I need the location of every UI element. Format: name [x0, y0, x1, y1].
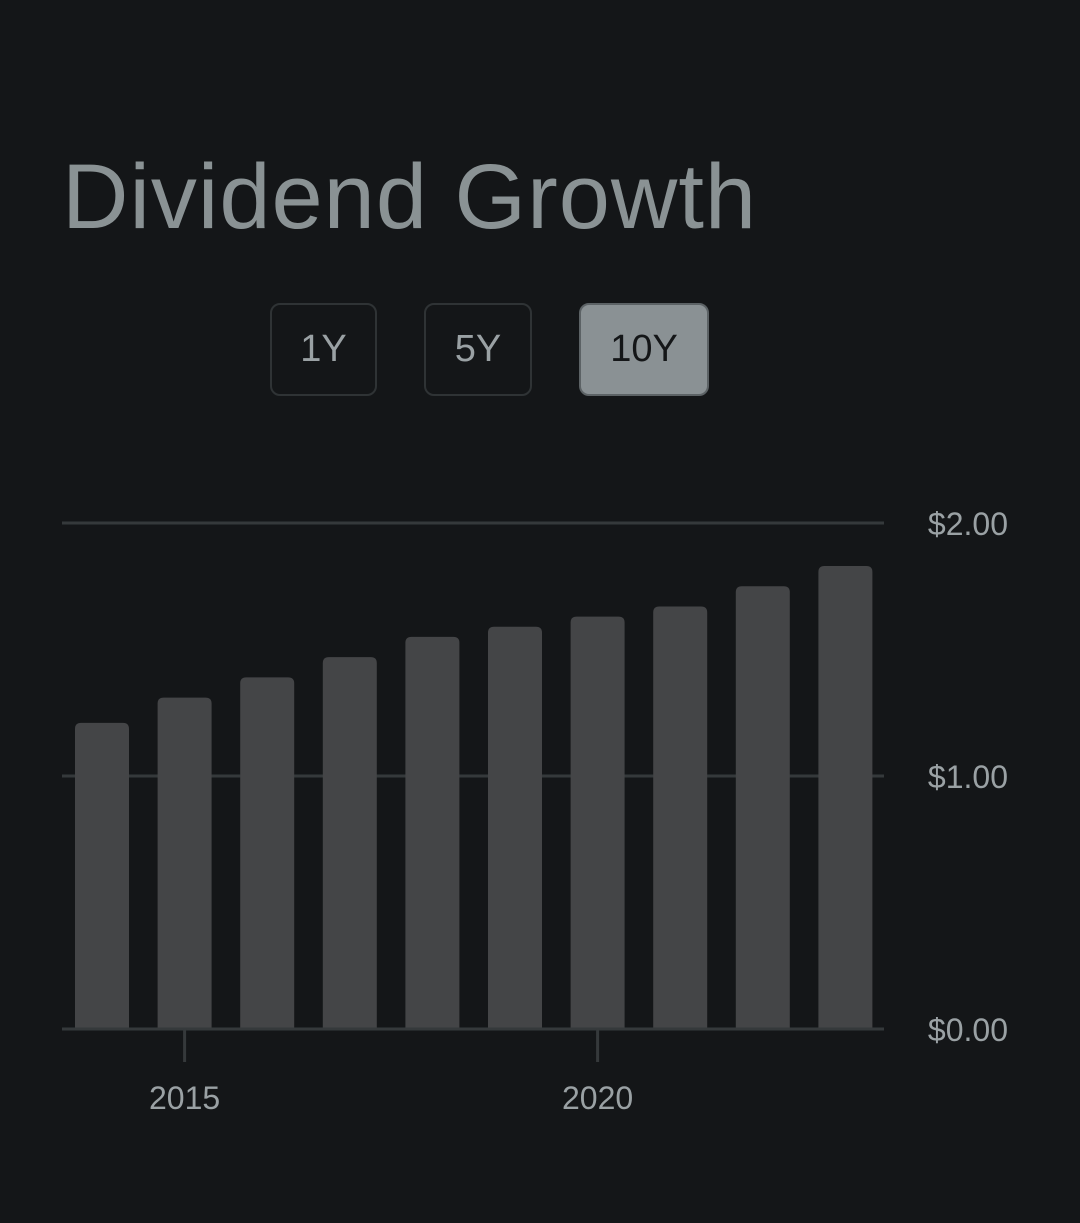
bar-2017	[322, 657, 377, 1029]
bar-2016	[240, 677, 295, 1029]
range-button-5y[interactable]: 5Y	[424, 303, 532, 396]
bar-2021	[653, 606, 708, 1029]
bar-2015	[157, 697, 212, 1029]
y-tick-label: $2.00	[928, 506, 1008, 542]
page-title: Dividend Growth	[62, 146, 758, 248]
bar-2018	[405, 636, 460, 1029]
bar-2014	[75, 722, 129, 1029]
range-button-1y[interactable]: 1Y	[270, 303, 377, 396]
bar-2020	[570, 616, 625, 1029]
x-tick-label: 2015	[149, 1080, 220, 1116]
bar-2019	[488, 626, 542, 1029]
y-tick-label: $1.00	[928, 759, 1008, 795]
range-button-10y[interactable]: 10Y	[579, 303, 709, 396]
y-tick-label: $0.00	[928, 1012, 1008, 1048]
x-tick-label: 2020	[562, 1080, 633, 1116]
bar-2022	[735, 586, 790, 1029]
bar-2023	[818, 566, 873, 1029]
